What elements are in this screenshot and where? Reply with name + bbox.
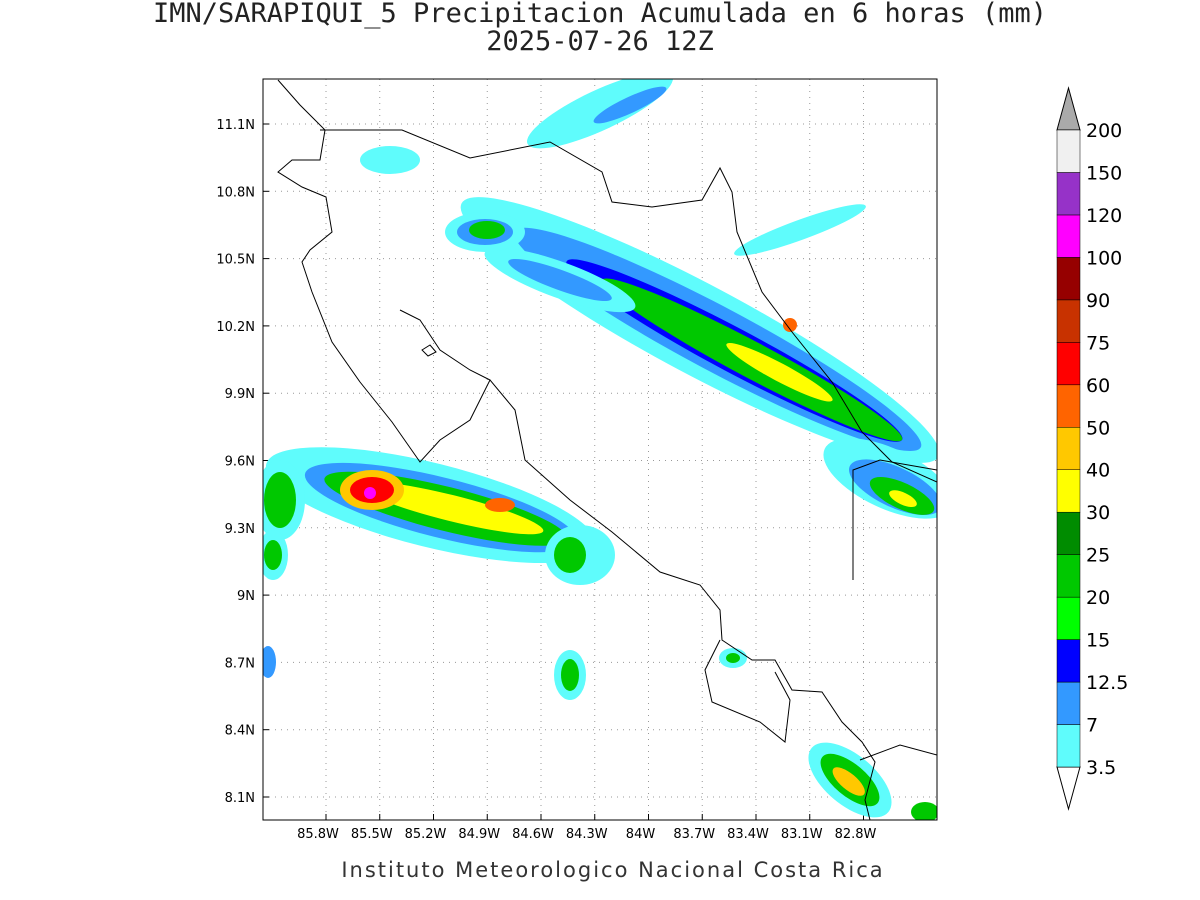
colorbar-over [1056, 86, 1081, 131]
lon-tick-label: 85.5W [351, 827, 393, 842]
colorbar-box [1056, 681, 1081, 725]
lat-tick-label: 8.1N [225, 791, 255, 806]
colorbar-label: 7 [1086, 715, 1098, 737]
lat-tick-label: 10.5N [216, 253, 255, 268]
lat-tick-label: 10.2N [216, 320, 255, 335]
lon-tick-label: 83.1W [781, 827, 823, 842]
lat-tick-label: 9.9N [225, 387, 255, 402]
subtitle: 2025-07-26 12Z [486, 26, 714, 57]
title: IMN/SARAPIQUI_5 Precipitacion Acumulada … [153, 0, 1047, 29]
colorbar-box [1056, 257, 1081, 301]
colorbar-box [1056, 172, 1081, 216]
lon-tick-label: 85.2W [405, 827, 447, 842]
lon-tick-label: 83.7W [673, 827, 715, 842]
colorbar-label: 150 [1086, 162, 1122, 184]
colorbar-box [1056, 596, 1081, 640]
lat-tick-label: 8.4N [225, 724, 255, 739]
colorbar-box [1056, 639, 1081, 683]
lon-tick-label: 84W [626, 827, 656, 842]
lat-tick-label: 9.3N [225, 522, 255, 537]
lat-tick-label: 9.6N [225, 455, 255, 470]
colorbar-box [1056, 342, 1081, 386]
colorbar-label: 100 [1086, 247, 1122, 269]
colorbar-box [1056, 427, 1081, 470]
colorbar: 3.5 7 12.5 15 20 25 30 40 50 60 75 90 100 120 150 200 [1056, 86, 1128, 811]
lat-tick-label: 11.1N [216, 118, 255, 133]
lon-tick-label: 85.8W [297, 827, 339, 842]
colorbar-box [1056, 129, 1081, 173]
colorbar-label: 30 [1086, 502, 1110, 524]
lat-tick-label: 9N [237, 589, 255, 604]
colorbar-label: 60 [1086, 375, 1110, 397]
lon-tick-label: 83.4W [727, 827, 769, 842]
colorbar-label: 40 [1086, 460, 1110, 482]
colorbar-label: 50 [1086, 417, 1110, 439]
colorbar-box [1056, 724, 1081, 768]
colorbar-under [1056, 766, 1081, 811]
coastline [277, 79, 937, 820]
colorbar-box [1056, 511, 1081, 555]
footer: Instituto Meteorologico Nacional Costa R… [341, 858, 884, 882]
lon-tick-label: 82.8W [835, 827, 877, 842]
lat-tick-label: 10.8N [216, 185, 255, 200]
lon-tick-label: 84.6W [512, 827, 554, 842]
colorbar-label: 12.5 [1086, 672, 1128, 694]
map-frame [262, 78, 938, 821]
colorbar-label: 120 [1086, 205, 1122, 227]
lon-tick-label: 84.9W [458, 827, 500, 842]
colorbar-box [1056, 469, 1081, 513]
colorbar-box [1056, 384, 1081, 428]
colorbar-label: 20 [1086, 587, 1110, 609]
colorbar-box [1056, 554, 1081, 598]
colorbar-box [1056, 299, 1081, 343]
lat-tick-label: 8.7N [225, 656, 255, 671]
colorbar-box [1056, 214, 1081, 258]
lon-tick-label: 84.3W [566, 827, 608, 842]
colorbar-label: 3.5 [1086, 757, 1116, 779]
colorbar-label: 90 [1086, 290, 1110, 312]
colorbar-label: 25 [1086, 545, 1110, 567]
colorbar-label: 200 [1086, 120, 1122, 142]
precipitation [263, 79, 937, 820]
colorbar-label: 75 [1086, 332, 1110, 354]
colorbar-label: 15 [1086, 630, 1110, 652]
